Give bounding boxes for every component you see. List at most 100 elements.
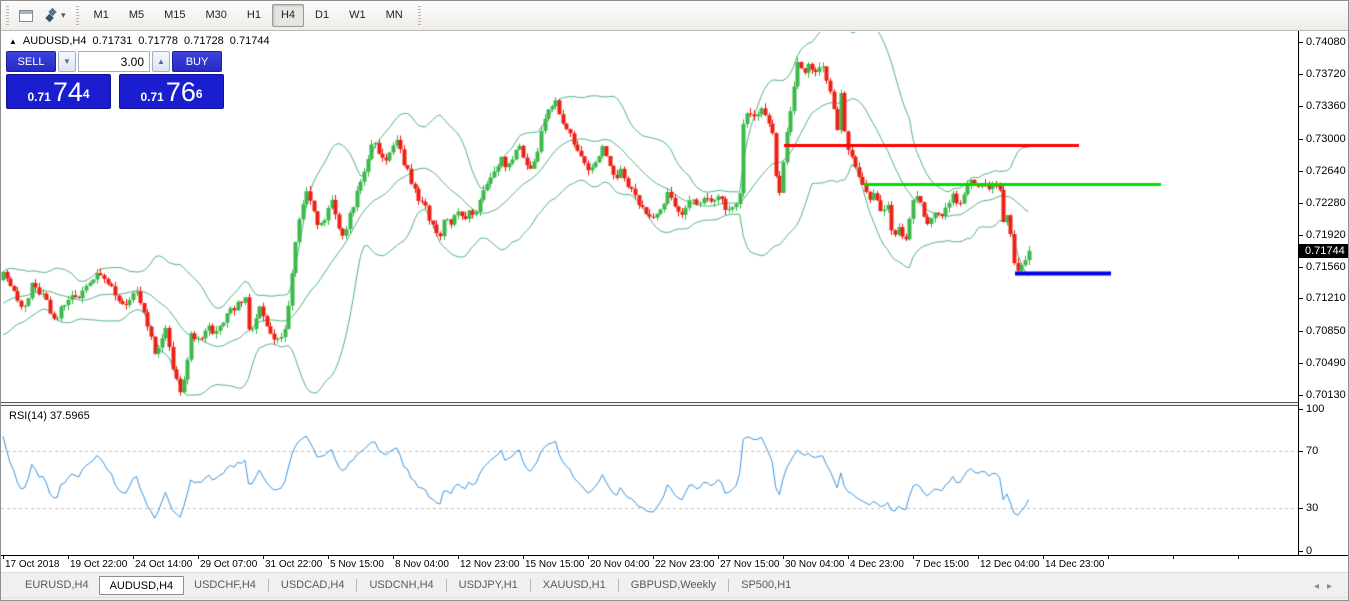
price-tick-label-tick [1299, 42, 1303, 43]
chart-tab-usdjpy-h1[interactable]: USDJPY,H1 [458, 579, 518, 591]
buy-button[interactable]: BUY [172, 51, 222, 72]
quote-open: 0.71731 [92, 35, 133, 47]
timeframe-button-m15[interactable]: M15 [164, 9, 186, 21]
price-tick-label: 0.70490 [1306, 357, 1346, 369]
price-chart-canvas[interactable] [1, 31, 1298, 555]
toolbar-grip[interactable] [417, 5, 421, 26]
panel-splitter[interactable] [1, 402, 1298, 406]
chart-tab-usdcad-h4[interactable]: USDCAD,H4 [280, 579, 345, 591]
time-tick [1043, 556, 1044, 559]
sell-price-button[interactable]: 0.71 74 4 [6, 74, 111, 109]
time-tick-label: 20 Nov 04:00 [590, 559, 650, 570]
tab-separator [529, 579, 531, 592]
chart-tab-sp500-h1[interactable]: SP500,H1 [741, 579, 792, 591]
time-tick-label: 27 Nov 15:00 [720, 559, 780, 570]
quote-close: 0.71744 [229, 35, 270, 47]
time-tick [393, 556, 394, 559]
time-tick [978, 556, 979, 559]
price-tick-label: 0.70130 [1306, 389, 1346, 401]
chart-tab-gbpusd-weekly[interactable]: GBPUSD,Weekly [630, 579, 717, 591]
timeframe-button-m1[interactable]: M1 [93, 9, 109, 21]
time-tick [133, 556, 134, 559]
chart-area: ▲ AUDUSD,H4 0.71731 0.71778 0.71728 0.71… [1, 31, 1348, 572]
sell-price-big: 74 [52, 77, 83, 107]
chart-window-icon[interactable] [14, 4, 38, 28]
timeframe-button-m30[interactable]: M30 [205, 9, 227, 21]
price-tick-label: 0.73360 [1306, 100, 1346, 112]
sell-price-base: 0.71 [27, 90, 51, 104]
price-tick-label: 0.72280 [1306, 197, 1346, 209]
time-tick-label: 12 Nov 23:00 [460, 559, 520, 570]
time-tick [1238, 556, 1239, 559]
time-tick-label: 19 Oct 22:00 [70, 559, 128, 570]
time-tick-label: 8 Nov 04:00 [395, 559, 449, 570]
price-tick-label-tick [1299, 363, 1303, 364]
price-axis[interactable]: 0.74080 0.73720 0.73360 0.73000 0.72640 0.722… [1298, 31, 1348, 572]
arrange-charts-icon[interactable]: ▾ [38, 4, 71, 28]
time-tick-label: 30 Nov 04:00 [785, 559, 845, 570]
buy-price-base: 0.71 [140, 90, 164, 104]
buy-price-big: 76 [165, 77, 196, 107]
price-tick-label: 0.71920 [1306, 229, 1346, 241]
chart-tab-usdchf-h4[interactable]: USDCHF,H4 [194, 579, 256, 591]
price-tick-label-tick [1299, 74, 1303, 75]
rsi-tick-label: 100 [1306, 403, 1325, 415]
bottom-divider [1, 597, 1348, 598]
rsi-tick-label-tick [1299, 409, 1303, 410]
rsi-indicator-label: RSI(14) 37.5965 [9, 410, 90, 422]
timeframe-button-w1[interactable]: W1 [349, 9, 366, 21]
time-axis[interactable]: 17 Oct 2018 19 Oct 22:00 24 Oct 14:00 29 Oc… [1, 555, 1348, 572]
time-tick [198, 556, 199, 559]
time-tick [263, 556, 264, 559]
time-tick [523, 556, 524, 559]
timeframe-button-mn[interactable]: MN [385, 9, 403, 21]
volume-down-button[interactable]: ▼ [58, 51, 76, 72]
chart-tab-usdcnh-h4[interactable]: USDCNH,H4 [369, 579, 434, 591]
price-tick-label-tick [1299, 203, 1303, 204]
time-tick-label: 5 Nov 15:00 [330, 559, 384, 570]
volume-up-button[interactable]: ▲ [152, 51, 170, 72]
price-tick-label: 0.70850 [1306, 325, 1346, 337]
tab-separator [445, 579, 447, 592]
toolbar-grip[interactable] [75, 5, 79, 26]
price-tick-label-tick [1299, 267, 1303, 268]
timeframe-button-d1[interactable]: D1 [315, 9, 330, 21]
volume-input[interactable]: 3.00 [78, 51, 150, 72]
quote-high: 0.71778 [138, 35, 179, 47]
time-tick [848, 556, 849, 559]
dropdown-caret-icon[interactable]: ▾ [61, 10, 66, 20]
tab-separator [267, 579, 269, 592]
price-tick-label-tick [1299, 106, 1303, 107]
time-tick [653, 556, 654, 559]
timeframe-button-h4[interactable]: H4 [271, 4, 305, 27]
timeframe-button-h1[interactable]: H1 [246, 9, 261, 21]
chart-tab-eurusd-h4[interactable]: EURUSD,H4 [25, 579, 89, 591]
symbol-timeframe-label: AUDUSD,H4 [22, 35, 87, 47]
chart-tab-bar: EURUSD,H4 AUDUSD,H4 USDCHF,H4 USDCAD,H4 USDC… [1, 572, 1348, 600]
toolbar: ▾ M1 M5 M15 M30 H1 H4 D1 W1 MN [1, 1, 1348, 31]
collapse-panel-icon[interactable]: ▲ [9, 36, 17, 46]
tab-scroll-right-icon[interactable]: ▸ [1326, 581, 1340, 592]
time-tick-label: 14 Dec 23:00 [1045, 559, 1105, 570]
chart-tab-audusd-h4[interactable]: AUDUSD,H4 [98, 576, 185, 595]
price-tick-label: 0.71210 [1306, 292, 1346, 304]
time-tick [68, 556, 69, 559]
tab-scroll-left-icon[interactable]: ◂ [1313, 581, 1327, 592]
rsi-tick-label: 70 [1306, 445, 1319, 457]
rsi-tick-label-tick [1299, 451, 1303, 452]
toolbar-grip[interactable] [6, 5, 9, 26]
time-tick-label: 15 Nov 15:00 [525, 559, 585, 570]
price-tick-label: 0.71560 [1306, 261, 1346, 273]
timeframe-button-group: M1 M5 M15 M30 H1 H4 D1 W1 MN [84, 1, 413, 30]
time-tick [718, 556, 719, 559]
chart-tab-xauusd-h1[interactable]: XAUUSD,H1 [542, 579, 606, 591]
time-tick [783, 556, 784, 559]
timeframe-button-m5[interactable]: M5 [128, 9, 145, 21]
price-tick-label: 0.73000 [1306, 133, 1346, 145]
buy-price-button[interactable]: 0.71 76 6 [119, 74, 224, 109]
rsi-tick-label-tick [1299, 551, 1303, 552]
sell-button[interactable]: SELL [6, 51, 56, 72]
time-tick-label: 24 Oct 14:00 [135, 559, 193, 570]
time-tick-label: 7 Dec 15:00 [915, 559, 969, 570]
